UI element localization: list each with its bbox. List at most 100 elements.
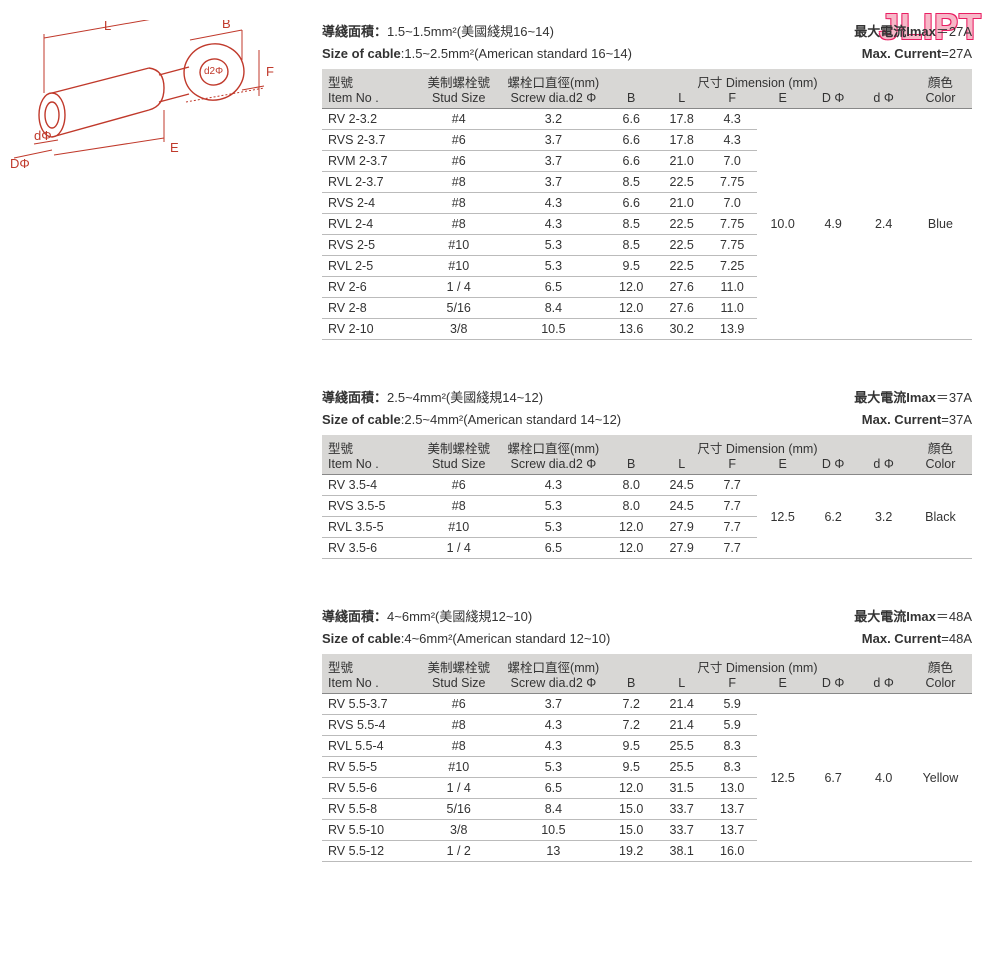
- cell-stud: #6: [417, 475, 501, 496]
- cell-f: 7.7: [707, 517, 757, 538]
- cell-f: 5.9: [707, 694, 757, 715]
- cell-l: 33.7: [656, 799, 706, 820]
- cell-f: 4.3: [707, 109, 757, 130]
- th-stud: 美制螺栓號Stud Size: [417, 435, 501, 475]
- cell-item: RV 5.5-3.7: [322, 694, 417, 715]
- cell-b: 6.6: [606, 109, 656, 130]
- cell-item: RVM 2-3.7: [322, 151, 417, 172]
- cell-b: 8.5: [606, 235, 656, 256]
- cell-stud: #8: [417, 193, 501, 214]
- th-dphi2: d Φ: [858, 676, 908, 694]
- th-b: B: [606, 457, 656, 475]
- cell-screw: 6.5: [501, 277, 606, 298]
- th-l: L: [656, 91, 706, 109]
- cell-dphi: 6.2: [808, 475, 858, 559]
- cell-b: 15.0: [606, 820, 656, 841]
- cell-l: 27.6: [656, 298, 706, 319]
- cell-screw: 6.5: [501, 778, 606, 799]
- cell-stud: #8: [417, 496, 501, 517]
- cell-stud: #8: [417, 736, 501, 757]
- th-dphi2: d Φ: [858, 457, 908, 475]
- th-dimension: 尺寸 Dimension (mm): [606, 654, 909, 676]
- cell-f: 8.3: [707, 736, 757, 757]
- cell-f: 7.75: [707, 214, 757, 235]
- cell-item: RV 2-8: [322, 298, 417, 319]
- spec-section: 導綫面積：4~6mm²(美國綫規12~10)最大電流Imax＝48ASize o…: [322, 607, 972, 862]
- spec-section: 導綫面積：2.5~4mm²(美國綫規14~12)最大電流Imax＝37ASize…: [322, 388, 972, 559]
- th-stud: 美制螺栓號Stud Size: [417, 69, 501, 109]
- cell-b: 8.5: [606, 214, 656, 235]
- th-dphi2: d Φ: [858, 91, 908, 109]
- cell-stud: 5/16: [417, 799, 501, 820]
- cell-b: 9.5: [606, 736, 656, 757]
- th-color: 顔色Color: [909, 69, 972, 109]
- cell-item: RVL 5.5-4: [322, 736, 417, 757]
- cell-dphi: 6.7: [808, 694, 858, 862]
- cell-stud: #8: [417, 172, 501, 193]
- cell-screw: 4.3: [501, 214, 606, 235]
- cell-l: 22.5: [656, 235, 706, 256]
- cable-en: Size of cable:2.5~4mm²(American standard…: [322, 410, 621, 430]
- cell-b: 7.2: [606, 694, 656, 715]
- svg-text:F: F: [266, 64, 274, 79]
- cell-f: 7.7: [707, 496, 757, 517]
- cell-item: RV 5.5-6: [322, 778, 417, 799]
- cell-l: 27.6: [656, 277, 706, 298]
- cell-item: RVS 2-3.7: [322, 130, 417, 151]
- cell-item: RV 3.5-6: [322, 538, 417, 559]
- spec-table: 型號Item No . 美制螺栓號Stud Size 螺栓口直徑(mm)Scre…: [322, 654, 972, 862]
- cell-l: 24.5: [656, 475, 706, 496]
- svg-text:E: E: [170, 140, 179, 155]
- cell-b: 12.0: [606, 778, 656, 799]
- cell-screw: 5.3: [501, 256, 606, 277]
- th-e: E: [757, 457, 807, 475]
- th-screw: 螺栓口直徑(mm)Screw dia.d2 Φ: [501, 654, 606, 694]
- cell-screw: 5.3: [501, 757, 606, 778]
- cell-stud: #10: [417, 757, 501, 778]
- cell-f: 8.3: [707, 757, 757, 778]
- th-l: L: [656, 676, 706, 694]
- cell-f: 7.25: [707, 256, 757, 277]
- cell-b: 8.0: [606, 496, 656, 517]
- cell-l: 27.9: [656, 517, 706, 538]
- cell-stud: #6: [417, 130, 501, 151]
- cell-screw: 5.3: [501, 517, 606, 538]
- spec-content: 導綫面積：1.5~1.5mm²(美國綫規16~14)最大電流Imax＝27ASi…: [322, 22, 972, 910]
- th-e: E: [757, 91, 807, 109]
- cell-b: 12.0: [606, 538, 656, 559]
- cell-screw: 10.5: [501, 319, 606, 340]
- cell-l: 25.5: [656, 736, 706, 757]
- cell-screw: 4.3: [501, 736, 606, 757]
- cell-item: RV 3.5-4: [322, 475, 417, 496]
- cell-l: 31.5: [656, 778, 706, 799]
- cell-l: 21.4: [656, 715, 706, 736]
- cell-screw: 6.5: [501, 538, 606, 559]
- cell-l: 22.5: [656, 256, 706, 277]
- cell-stud: 1 / 4: [417, 277, 501, 298]
- th-dphi: D Φ: [808, 676, 858, 694]
- cell-f: 7.7: [707, 538, 757, 559]
- cell-l: 21.0: [656, 151, 706, 172]
- cell-f: 7.0: [707, 193, 757, 214]
- cell-stud: 5/16: [417, 298, 501, 319]
- cell-f: 16.0: [707, 841, 757, 862]
- cell-l: 25.5: [656, 757, 706, 778]
- cell-color: Yellow: [909, 694, 972, 862]
- cell-screw: 4.3: [501, 475, 606, 496]
- cell-stud: #4: [417, 109, 501, 130]
- cell-l: 33.7: [656, 820, 706, 841]
- cell-item: RVS 2-5: [322, 235, 417, 256]
- cell-item: RV 2-10: [322, 319, 417, 340]
- svg-text:d2Φ: d2Φ: [204, 66, 223, 77]
- terminal-diagram: L B F E DΦ dΦ d2Φ: [4, 20, 284, 170]
- cell-stud: #10: [417, 517, 501, 538]
- cell-item: RV 5.5-12: [322, 841, 417, 862]
- svg-text:B: B: [222, 20, 231, 31]
- cell-e: 10.0: [757, 109, 807, 340]
- cell-stud: #10: [417, 256, 501, 277]
- th-screw: 螺栓口直徑(mm)Screw dia.d2 Φ: [501, 69, 606, 109]
- cell-screw: 4.3: [501, 193, 606, 214]
- current-en: Max. Current=37A: [862, 410, 972, 430]
- cell-l: 21.0: [656, 193, 706, 214]
- cell-item: RVL 3.5-5: [322, 517, 417, 538]
